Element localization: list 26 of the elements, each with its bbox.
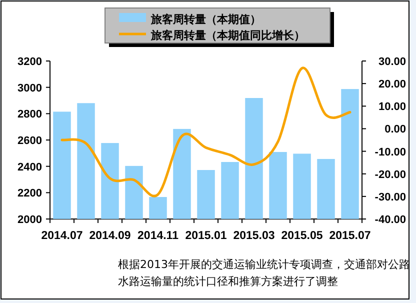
y-tick-label: 3000 xyxy=(18,82,42,94)
x-tick-label: 2014.09 xyxy=(89,230,131,242)
text: 根据2013年开展的交通运输业统计专项调查，交通部对公路水路运输量的统计口径和推算方案进行了调整 xyxy=(118,257,410,290)
y2-tick-label: 0.00 xyxy=(384,124,406,136)
y-tick-label: 2600 xyxy=(18,135,42,147)
x-tick-label: 2015.05 xyxy=(281,230,324,242)
y-tick-label: 2200 xyxy=(18,188,42,200)
legend-label: 旅客周转量（本期值同比增长） xyxy=(150,29,305,42)
y-tick-label: 3200 xyxy=(18,56,42,68)
y2-tick-label: 30.00 xyxy=(378,56,406,68)
y2-tick-label: -40.00 xyxy=(374,214,406,226)
x-tick-label: 2014.07 xyxy=(41,230,83,242)
line-series xyxy=(60,66,352,197)
y2-tick-label: 10.00 xyxy=(378,101,406,114)
y2-tick-label: -30.00 xyxy=(374,191,406,204)
legend-label: 旅客周转量（本期值） xyxy=(150,13,261,26)
y-tick-label: 2000 xyxy=(18,214,42,226)
y2-tick-label: -10.00 xyxy=(374,146,406,158)
x-tick-label: 2014.11 xyxy=(138,230,180,242)
y-tick-label: 2800 xyxy=(18,108,42,121)
y2-tick-label: -20.00 xyxy=(374,168,406,181)
y-tick-label: 2400 xyxy=(18,161,42,174)
x-tick-label: 2015.03 xyxy=(233,230,275,242)
x-tick-label: 2015.01 xyxy=(185,230,228,242)
x-tick-label: 2015.07 xyxy=(329,230,371,242)
y2-tick-label: 20.00 xyxy=(378,78,406,91)
